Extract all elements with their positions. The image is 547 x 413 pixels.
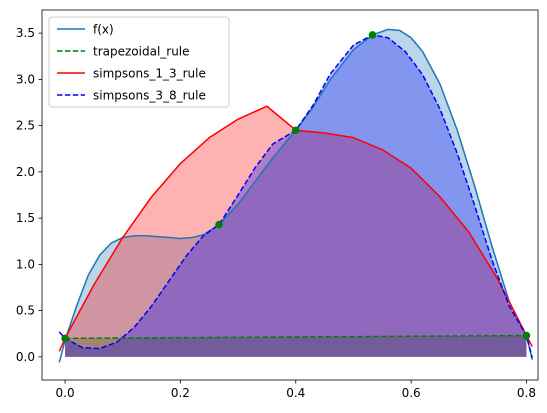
plot-area-frame	[41, 9, 539, 381]
y-tick-label: 0.5	[16, 304, 35, 318]
y-tick-label: 3.0	[16, 72, 35, 86]
series-line-trapezoidal-rule	[65, 334, 527, 340]
y-tick-label: 2.5	[16, 119, 35, 133]
legend-box	[48, 16, 230, 108]
y-tick-label: 1.0	[16, 257, 35, 271]
y-tick-label: 3.5	[16, 26, 35, 40]
legend-label-trapezoidal-rule: trapezoidal_rule	[93, 45, 190, 59]
x-tick-label: 0.0	[56, 386, 75, 400]
node-point	[368, 31, 377, 39]
x-tick-label: 0.4	[286, 386, 305, 400]
legend: f(x) trapezoidal_rule simpsons_1_3_rulesim…	[48, 16, 230, 108]
node-point	[61, 334, 69, 343]
x-tick-label: 0.8	[517, 386, 536, 400]
fill-layer	[65, 29, 527, 357]
fill-simpsons-3-8-rule	[65, 34, 527, 357]
fill-f-x	[65, 29, 527, 357]
x-tick-label: 0.6	[402, 386, 421, 400]
y-tick-label: 0.0	[16, 350, 35, 364]
series-line-f-x	[58, 28, 533, 363]
y-tick-label: 1.5	[16, 211, 35, 225]
legend-label-f-x: f(x)	[93, 23, 114, 37]
legend-label-simpsons-3-8-rule: simpsons_3_8_rule	[93, 89, 206, 103]
fill-trapezoidal-rule	[65, 335, 527, 357]
y-tick-label: 2.0	[16, 165, 35, 179]
axis-ticks: 0.0 0.2 0.4 0.6 0.8 0.0 0.5 1.0 1.5 2.0 2.5 3.0 3.5	[16, 26, 536, 400]
node-point	[522, 331, 531, 340]
x-tick-label: 0.2	[171, 386, 190, 400]
nodes-layer	[61, 31, 531, 343]
node-point	[215, 220, 223, 229]
legend-label-simpsons-1-3-rule: simpsons_1_3_rule	[93, 67, 206, 81]
node-point	[291, 126, 300, 135]
